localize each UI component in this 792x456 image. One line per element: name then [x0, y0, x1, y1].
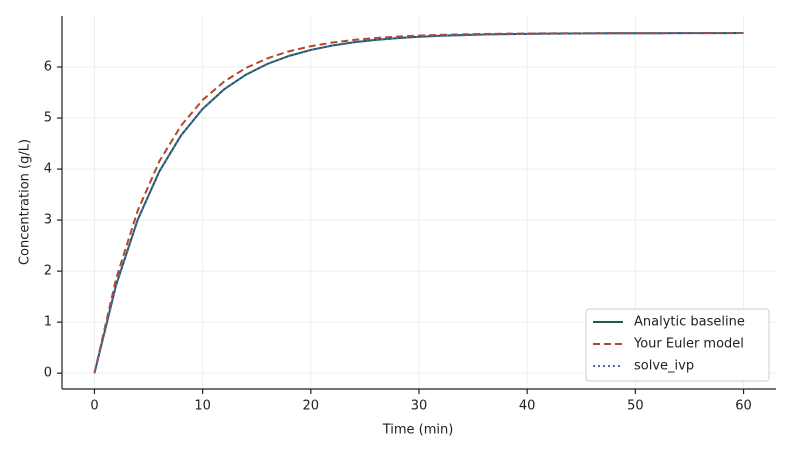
legend-label: Your Euler model: [633, 337, 744, 352]
series-line: [93, 31, 744, 374]
y-tick-label: 2: [44, 264, 52, 279]
y-tick-label: 6: [44, 60, 52, 75]
x-tick-label: 30: [411, 399, 428, 414]
y-tick-label: 1: [44, 315, 52, 330]
x-tick-label: 60: [735, 399, 752, 414]
y-tick-label: 0: [44, 366, 52, 381]
y-tick-label: 5: [44, 111, 52, 126]
y-axis-label: Concentration (g/L): [18, 139, 33, 265]
y-tick-label: 3: [44, 213, 52, 228]
legend-label: Analytic baseline: [634, 315, 745, 330]
y-tick-label: 4: [44, 162, 52, 177]
x-tick-label: 20: [303, 399, 320, 414]
legend-box: [585, 308, 770, 382]
x-axis-label: Time (min): [382, 423, 454, 438]
legend: Analytic baseline Your Euler model solve_i…: [585, 308, 770, 382]
x-tick-label: 50: [627, 399, 644, 414]
x-tick-label: 40: [519, 399, 536, 414]
x-tick-label: 10: [194, 399, 211, 414]
legend-label: solve_ivp: [634, 359, 694, 374]
series-line: [93, 32, 744, 374]
x-tick-label: 0: [90, 399, 98, 414]
